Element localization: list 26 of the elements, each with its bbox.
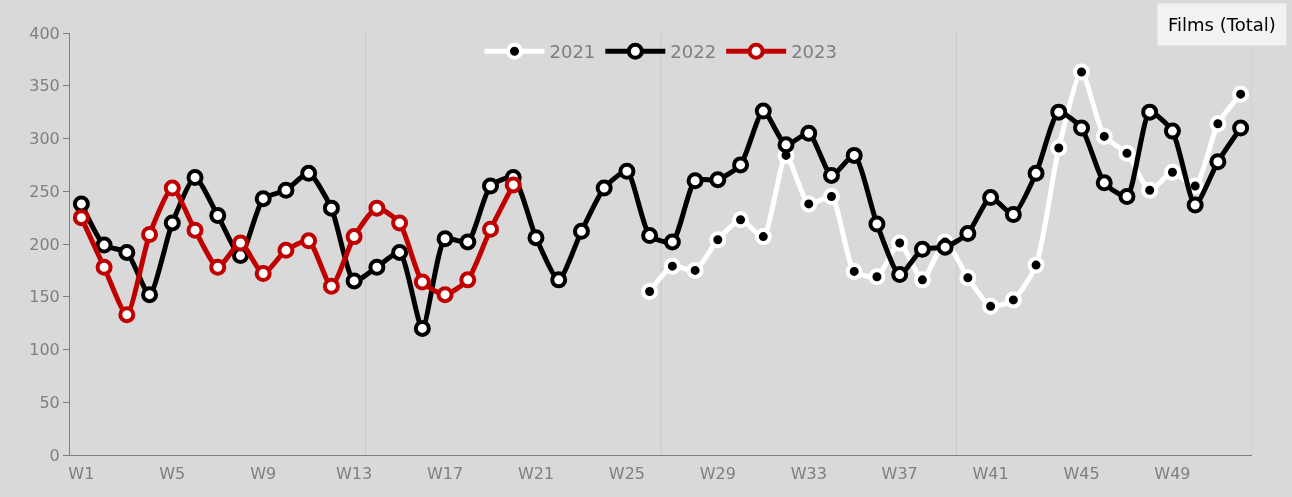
x-tick-label: W25 [608, 464, 645, 484]
x-tick-label: W29 [699, 464, 736, 484]
x-tick-label: W17 [426, 464, 464, 484]
x-tick-label: W1 [68, 464, 95, 484]
x-tick-label: W13 [336, 464, 373, 484]
chart-title: Films (Total) [1168, 14, 1276, 35]
y-tick-label: 400 [29, 23, 60, 43]
x-tick-label: W9 [250, 464, 277, 484]
y-tick-label: 50 [39, 392, 60, 412]
legend-label: 2021 [549, 41, 596, 63]
x-tick-label: W37 [881, 464, 918, 484]
y-tick-label: 150 [29, 287, 60, 307]
x-tick-label: W41 [972, 464, 1009, 484]
x-tick-label: W49 [1154, 464, 1191, 484]
x-tick-label: W45 [1063, 464, 1100, 484]
legend-label: 2023 [791, 41, 837, 63]
y-tick-label: 200 [29, 234, 60, 254]
x-tick-label: W33 [790, 464, 827, 484]
y-tick-label: 100 [29, 340, 60, 360]
y-tick-label: 300 [29, 129, 60, 149]
legend-label: 2022 [670, 41, 717, 63]
y-tick-label: 350 [29, 76, 60, 96]
y-tick-label: 250 [29, 181, 60, 201]
x-tick-label: W21 [517, 464, 555, 484]
x-tick-label: W5 [159, 464, 186, 484]
y-tick-label: 0 [49, 445, 60, 465]
